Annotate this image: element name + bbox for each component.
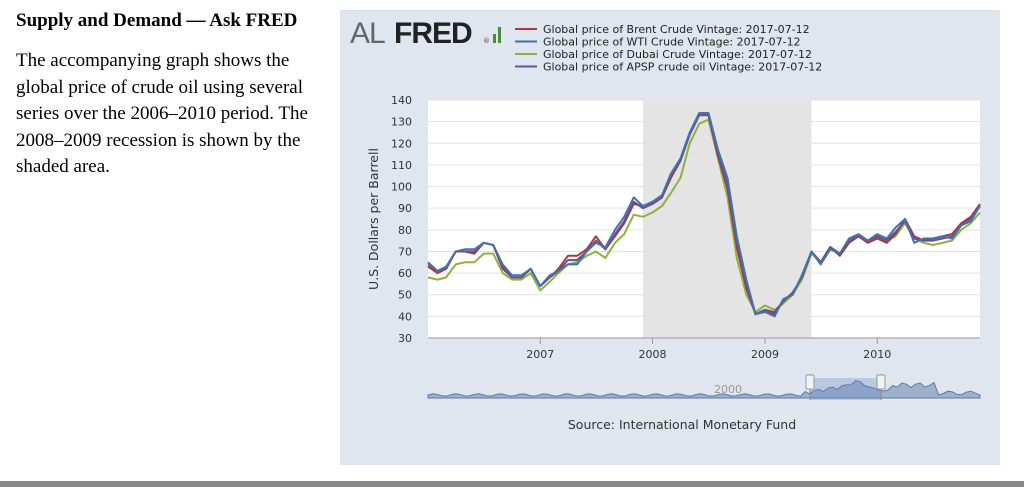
navigator-label: 2000 [714,383,742,396]
y-tick-label: 120 [391,137,412,150]
y-axis-label: U.S. Dollars per Barrell [366,148,381,290]
y-tick-label: 70 [398,245,412,258]
alfred-logo[interactable]: AL FRED ® [350,17,501,50]
y-tick-label: 40 [398,310,412,323]
question-body: The accompanying graph shows the global … [16,50,308,178]
series-line [427,114,981,316]
x-tick-label: 2007 [526,348,554,361]
legend-label: Global price of APSP crude oil Vintage: … [543,61,822,74]
range-navigator[interactable]: 2000 [427,374,981,400]
logo-bar-icon [498,27,501,43]
legend: Global price of Brent Crude Vintage: 201… [515,23,822,74]
recession-shading [642,100,812,338]
y-axis: 30 40 50 60 70 80 90 100 110 120 130 140 [391,94,412,345]
logo-registered-mark: ® [483,37,490,45]
y-tick-label: 60 [398,267,412,280]
y-tick-label: 110 [391,159,412,172]
legend-label: Global price of Brent Crude Vintage: 201… [543,23,810,36]
legend-label: Global price of WTI Crude Vintage: 2017-… [543,36,801,49]
y-tick-label: 80 [398,224,412,237]
y-tick-label: 100 [391,181,412,194]
logo-light-text: AL [350,17,385,50]
y-tick-label: 50 [398,289,412,302]
x-tick-label: 2008 [638,348,666,361]
legend-label: Global price of Dubai Crude Vintage: 201… [543,48,812,61]
logo-bar-icon [493,34,496,43]
y-tick-label: 130 [391,116,412,129]
navigator-handle [876,374,886,390]
logo-bold-text: FRED [394,17,472,50]
price-chart: AL FRED ® Global price of Brent Crude Vi… [350,17,981,432]
y-tick-label: 30 [398,332,412,345]
question-panel: Supply and Demand — Ask FRED The accompa… [16,10,336,181]
navigator-series-area [427,379,981,399]
y-tick-label: 140 [391,94,412,107]
series-lines [427,112,981,318]
source-note: Source: International Monetary Fund [568,417,796,432]
series-line [427,112,981,318]
navigator-handle [805,374,815,390]
x-tick-label: 2009 [751,348,779,361]
navigator-selection [810,378,881,400]
fred-chart-panel: AL FRED ® Global price of Brent Crude Vi… [340,10,1000,465]
y-tick-label: 90 [398,202,412,215]
question-title: Supply and Demand — Ask FRED [16,10,298,31]
x-tick-label: 2010 [863,348,891,361]
bottom-divider [0,481,1024,487]
x-axis: 2007 2008 2009 2010 [526,338,891,361]
